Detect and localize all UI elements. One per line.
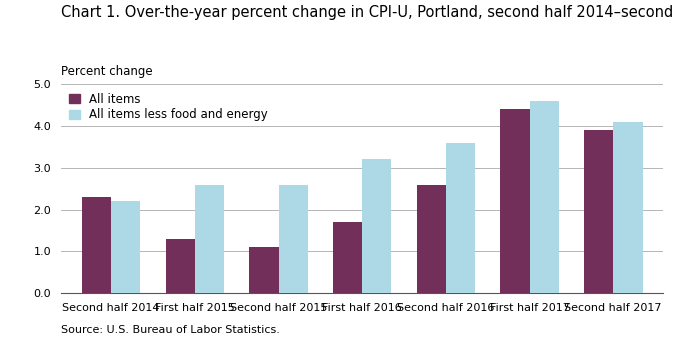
Bar [195, 185, 224, 293]
Legend: All items, All items less food and energy: All items, All items less food and energ… [67, 90, 270, 124]
Bar [500, 109, 529, 293]
Bar [166, 239, 195, 293]
Bar [278, 185, 308, 293]
Bar [584, 130, 613, 293]
Bar [111, 201, 140, 293]
Text: Chart 1. Over-the-year percent change in CPI-U, Portland, second half 2014–secon: Chart 1. Over-the-year percent change in… [61, 5, 677, 20]
Bar [249, 247, 278, 293]
Text: Percent change: Percent change [61, 64, 152, 78]
Text: Source: U.S. Bureau of Labor Statistics.: Source: U.S. Bureau of Labor Statistics. [61, 325, 280, 335]
Bar [362, 159, 391, 293]
Bar [416, 185, 446, 293]
Bar [82, 197, 111, 293]
Bar [446, 143, 475, 293]
Bar [613, 122, 642, 293]
Bar [333, 222, 362, 293]
Bar [529, 101, 559, 293]
